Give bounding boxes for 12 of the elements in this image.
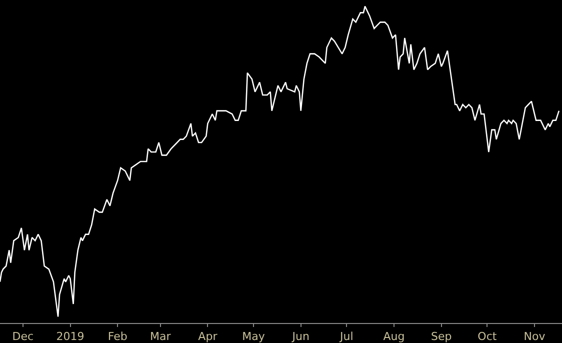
x-tick-label: Mar	[150, 330, 172, 343]
x-tick-label: Jun	[291, 330, 310, 343]
x-tick-label: Nov	[524, 330, 546, 343]
x-tick-label: Dec	[12, 330, 34, 343]
x-tick-label: Sep	[430, 330, 452, 343]
x-tick-label: Aug	[383, 330, 405, 343]
x-tick-label: Feb	[108, 330, 128, 343]
x-tick-label: May	[242, 330, 266, 343]
x-tick-label: 2019	[56, 330, 84, 343]
x-tick-label: Jul	[339, 330, 354, 343]
x-tick-label: Oct	[478, 330, 498, 343]
x-tick-label: Apr	[198, 330, 218, 343]
